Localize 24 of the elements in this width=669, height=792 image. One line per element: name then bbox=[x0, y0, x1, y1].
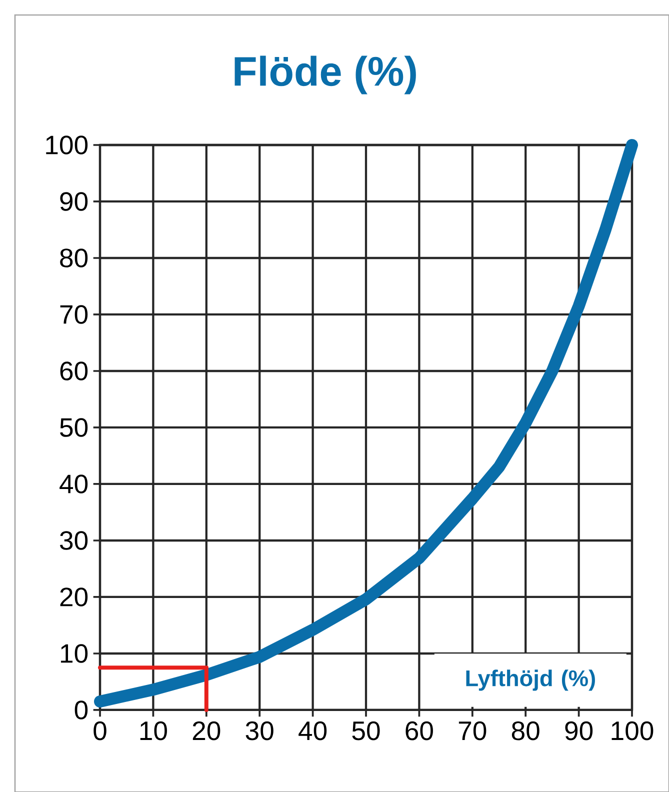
x-tick-label: 50 bbox=[352, 721, 380, 740]
y-tick-label: 20 bbox=[60, 588, 88, 606]
y-tick-label: 100 bbox=[46, 136, 88, 154]
x-tick-label: 10 bbox=[140, 721, 167, 740]
y-tick-label: 40 bbox=[60, 474, 88, 494]
x-tick-label: 40 bbox=[298, 721, 327, 740]
y-tick-label: 70 bbox=[60, 305, 88, 324]
x-axis-title: Lyfthöjd (%) bbox=[466, 670, 595, 691]
y-tick-label: 30 bbox=[60, 531, 88, 550]
y-tick-label: 60 bbox=[60, 362, 88, 380]
x-tick-label: 60 bbox=[406, 721, 433, 740]
y-tick-label: 0 bbox=[74, 700, 88, 720]
x-tick-label: 20 bbox=[192, 721, 220, 740]
x-tick-label: 70 bbox=[458, 721, 486, 740]
x-tick-label: 90 bbox=[565, 721, 593, 740]
x-tick-label: 100 bbox=[612, 721, 654, 740]
y-tick-label: 90 bbox=[60, 192, 88, 211]
y-tick-label: 80 bbox=[60, 248, 88, 268]
x-tick-label: 80 bbox=[512, 721, 540, 740]
x-tick-label: 30 bbox=[246, 721, 274, 740]
chart-title: Flöde (%) bbox=[234, 56, 416, 94]
x-tick-label: 0 bbox=[94, 721, 106, 740]
y-tick-label: 10 bbox=[60, 644, 88, 663]
y-tick-label: 50 bbox=[60, 418, 88, 437]
